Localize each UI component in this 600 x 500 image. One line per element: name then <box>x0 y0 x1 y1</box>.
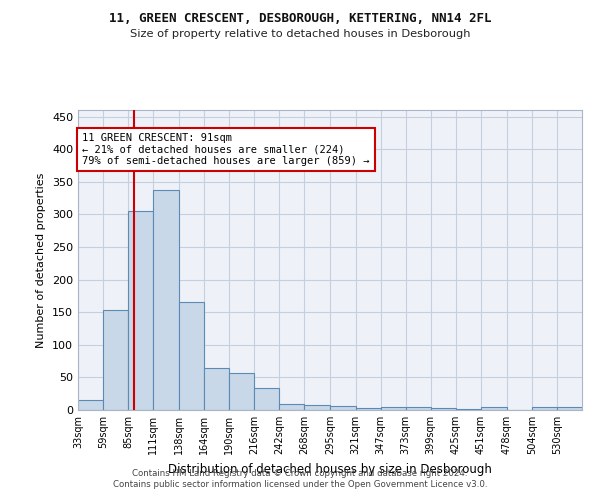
Y-axis label: Number of detached properties: Number of detached properties <box>37 172 46 348</box>
Bar <box>532 406 557 410</box>
Bar <box>280 404 304 410</box>
Text: Contains public sector information licensed under the Open Government Licence v3: Contains public sector information licen… <box>113 480 487 489</box>
Text: 11 GREEN CRESCENT: 91sqm
← 21% of detached houses are smaller (224)
79% of semi-: 11 GREEN CRESCENT: 91sqm ← 21% of detach… <box>82 133 370 166</box>
Bar <box>179 302 204 410</box>
Text: Size of property relative to detached houses in Desborough: Size of property relative to detached ho… <box>130 29 470 39</box>
Text: Contains HM Land Registry data © Crown copyright and database right 2024.: Contains HM Land Registry data © Crown c… <box>132 468 468 477</box>
Bar <box>431 408 456 410</box>
Bar <box>254 388 280 410</box>
Bar <box>356 408 380 410</box>
Bar <box>304 405 331 410</box>
Bar <box>229 373 254 410</box>
X-axis label: Distribution of detached houses by size in Desborough: Distribution of detached houses by size … <box>168 462 492 475</box>
Bar <box>204 368 229 410</box>
Bar <box>103 310 128 410</box>
Bar <box>153 190 179 410</box>
Text: 11, GREEN CRESCENT, DESBOROUGH, KETTERING, NN14 2FL: 11, GREEN CRESCENT, DESBOROUGH, KETTERIN… <box>109 12 491 26</box>
Bar <box>481 406 507 410</box>
Bar <box>406 406 431 410</box>
Bar <box>380 406 406 410</box>
Bar <box>331 406 356 410</box>
Bar <box>78 400 103 410</box>
Bar <box>128 211 153 410</box>
Bar <box>557 406 582 410</box>
Bar <box>456 408 481 410</box>
